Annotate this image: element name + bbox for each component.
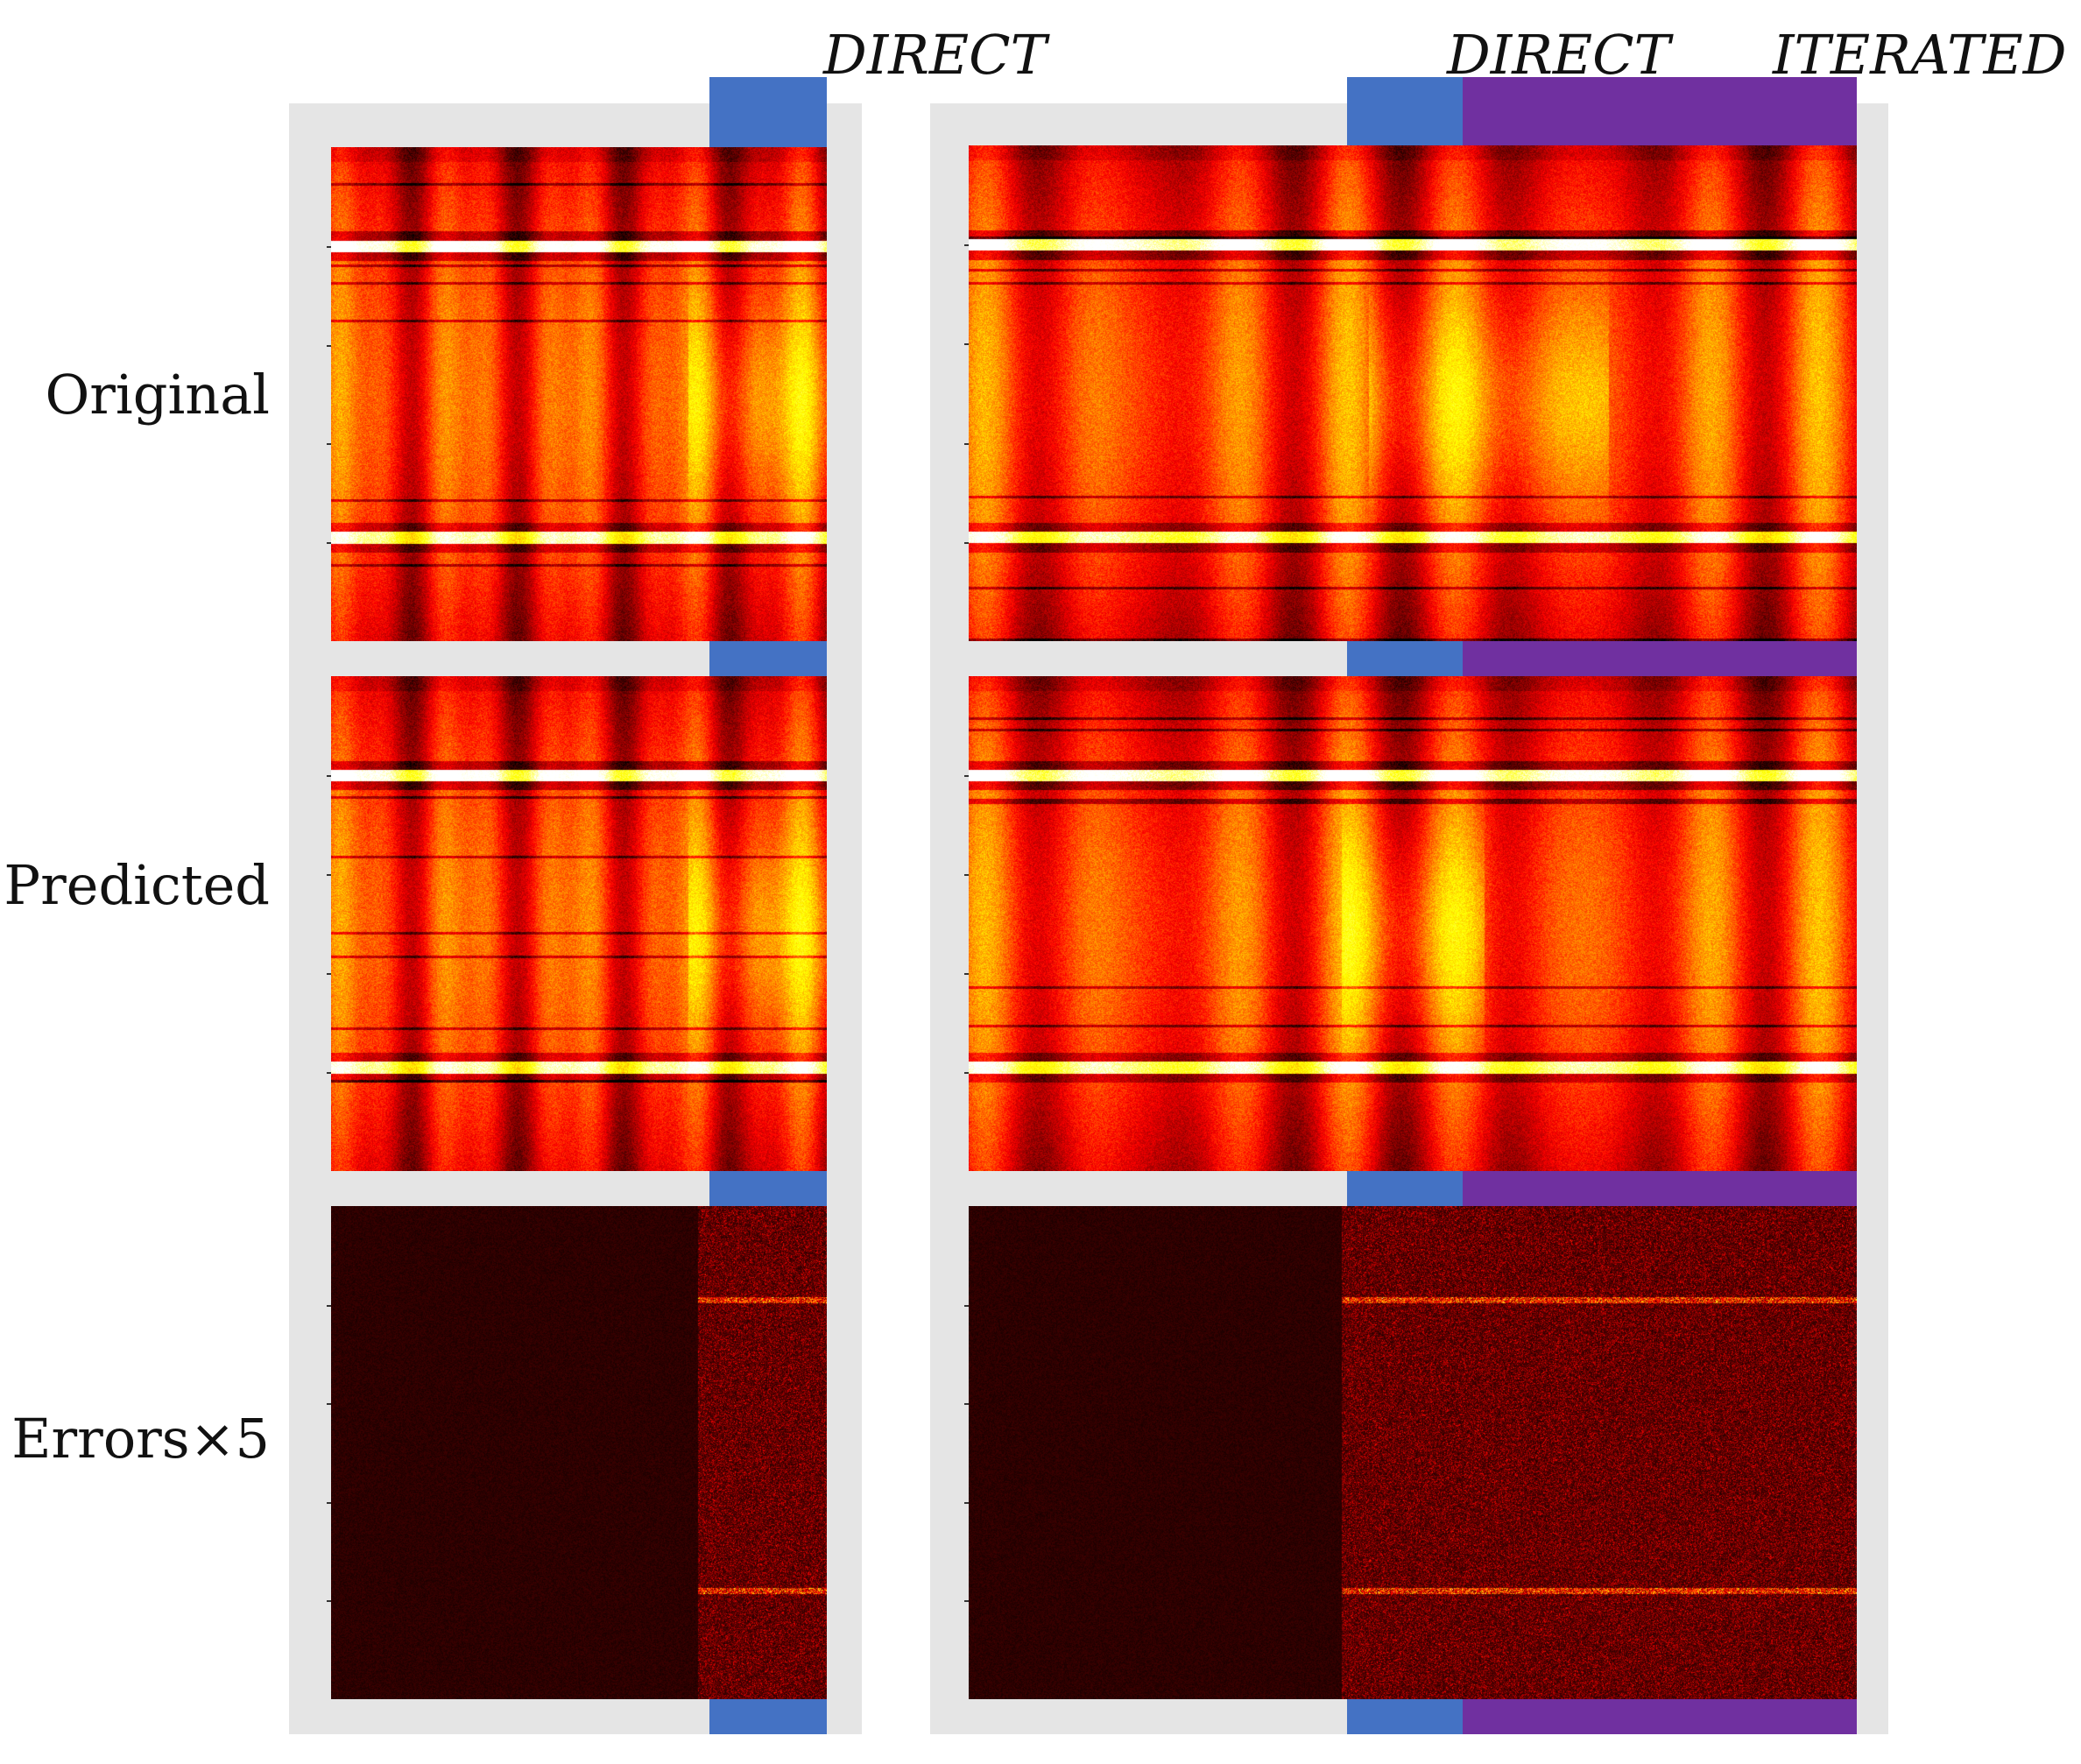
axis-tick: [327, 542, 331, 544]
axis-tick: [327, 973, 331, 975]
axis-tick: [964, 1502, 969, 1504]
right-iterated-bar-2: [1463, 1171, 1857, 1206]
axis-tick: [964, 973, 969, 975]
right-direct-bar-1: [1347, 641, 1463, 676]
left-direct-bar-top: [709, 77, 827, 147]
axis-tick: [327, 1072, 331, 1074]
row-label-errors: Errors×5: [11, 1407, 270, 1471]
row-label-original: Original: [45, 363, 270, 427]
axis-tick: [327, 246, 331, 248]
right-iterated-bar-1: [1463, 641, 1857, 676]
axis-tick: [327, 443, 331, 445]
axis-tick: [327, 1502, 331, 1504]
left-direct-label: DIRECT: [823, 23, 1047, 87]
left-direct-bar-2: [709, 1171, 827, 1206]
row-label-predicted: Predicted: [4, 853, 270, 917]
axis-tick: [327, 1305, 331, 1307]
right-original-heatmap: [969, 145, 1857, 641]
axis-tick: [327, 1600, 331, 1602]
axis-tick: [964, 244, 969, 246]
axis-tick: [964, 1305, 969, 1307]
left-errors-heatmap: [331, 1206, 827, 1699]
axis-tick: [964, 874, 969, 876]
axis-tick: [964, 542, 969, 544]
axis-tick: [327, 1403, 331, 1405]
axis-tick: [327, 775, 331, 777]
right-direct-bar-2: [1347, 1171, 1463, 1206]
left-original-heatmap: [331, 147, 827, 641]
left-predicted-heatmap: [331, 676, 827, 1171]
right-predicted-heatmap: [969, 676, 1857, 1171]
axis-tick: [327, 874, 331, 876]
axis-tick: [964, 1600, 969, 1602]
right-iterated-bar-top: [1463, 77, 1857, 147]
right-errors-heatmap: [969, 1206, 1857, 1699]
right-direct-bar-bottom: [1347, 1699, 1463, 1734]
axis-tick: [964, 1072, 969, 1074]
axis-tick: [964, 443, 969, 445]
right-iterated-bar-bottom: [1463, 1699, 1857, 1734]
right-iterated-label: ITERATED: [1773, 23, 2067, 87]
axis-tick: [964, 775, 969, 777]
axis-tick: [327, 345, 331, 347]
right-direct-label: DIRECT: [1447, 23, 1670, 87]
right-direct-bar-top: [1347, 77, 1463, 147]
axis-tick: [964, 343, 969, 345]
left-direct-bar-bottom: [709, 1699, 827, 1734]
axis-tick: [964, 1403, 969, 1405]
left-direct-bar-1: [709, 641, 827, 676]
